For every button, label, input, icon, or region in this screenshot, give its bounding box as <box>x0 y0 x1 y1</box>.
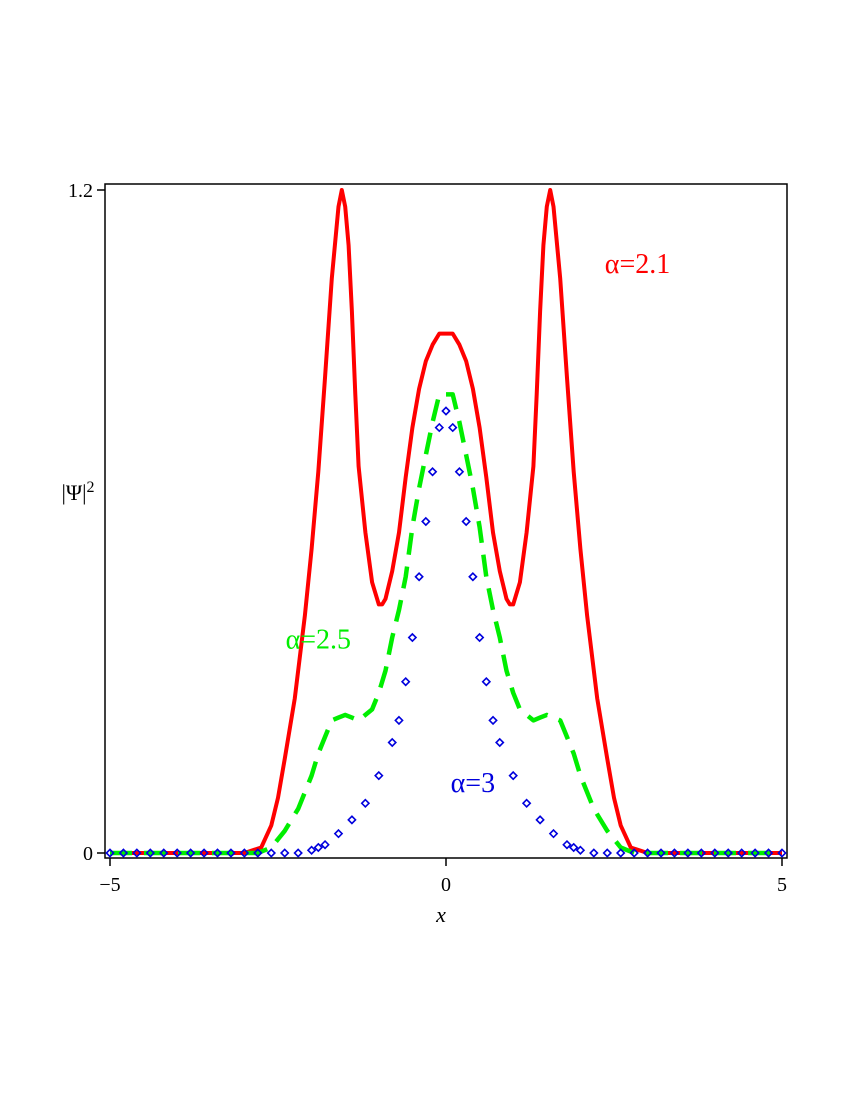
y-tick-label: 0 <box>83 843 93 865</box>
data-point <box>374 770 384 781</box>
x-tick-label: 0 <box>441 874 451 896</box>
series-alpha-2-1-line <box>110 188 782 855</box>
data-point <box>441 406 451 416</box>
data-point <box>508 770 518 781</box>
x-tick-label: 5 <box>777 874 787 896</box>
series-alpha-3-markers <box>105 406 787 858</box>
data-point <box>562 839 572 850</box>
data-point <box>239 848 250 858</box>
data-point <box>736 848 747 858</box>
data-point <box>434 422 445 433</box>
x-tick-label: −5 <box>99 874 120 896</box>
data-point <box>313 842 324 853</box>
series-label: α=3 <box>451 768 495 799</box>
data-point <box>212 848 223 858</box>
data-point <box>414 572 424 582</box>
y-tick-label: 1.2 <box>68 180 93 202</box>
data-point <box>447 422 458 433</box>
series-label: α=2.1 <box>605 249 670 280</box>
data-point <box>521 798 532 809</box>
plot-frame <box>104 183 788 859</box>
data-point <box>105 848 115 858</box>
data-point <box>427 467 438 477</box>
curves <box>105 188 787 858</box>
data-point <box>145 848 156 858</box>
data-point <box>159 848 169 858</box>
data-point <box>226 848 236 858</box>
data-point <box>535 815 545 825</box>
data-point <box>461 516 471 527</box>
data-point <box>750 848 760 858</box>
ticks: −5 0 5 0 1.2 <box>68 180 787 896</box>
data-point <box>172 848 182 858</box>
data-point <box>347 815 357 825</box>
data-point <box>656 848 666 858</box>
data-point <box>474 632 485 643</box>
data-point <box>199 848 209 858</box>
data-point <box>615 848 626 858</box>
y-axis-label-main: |Ψ| <box>61 480 86 505</box>
data-point <box>394 715 404 726</box>
data-point <box>360 798 371 809</box>
data-point <box>669 848 680 858</box>
data-point <box>683 848 693 858</box>
data-point <box>118 848 129 858</box>
data-point <box>548 828 559 839</box>
data-point <box>266 848 277 858</box>
data-point <box>642 848 653 858</box>
data-point <box>279 848 290 858</box>
data-point <box>407 632 418 643</box>
data-point <box>629 848 639 858</box>
data-point <box>333 828 344 839</box>
data-point <box>696 848 707 858</box>
data-point <box>481 676 492 687</box>
data-point <box>488 715 498 726</box>
data-point <box>132 848 142 858</box>
data-point <box>306 845 317 855</box>
data-point <box>468 572 478 582</box>
data-point <box>568 842 579 853</box>
data-point <box>575 845 586 855</box>
data-point <box>387 737 397 748</box>
data-point <box>495 737 505 748</box>
data-point <box>763 848 774 858</box>
series-labels: α=2.1 α=2.5 α=3 <box>286 249 671 799</box>
data-point <box>421 516 431 527</box>
data-point <box>710 848 720 858</box>
y-axis-label: |Ψ|2 <box>61 479 94 506</box>
data-point <box>589 848 599 858</box>
data-point <box>293 848 303 858</box>
data-point <box>454 467 465 477</box>
x-axis-label: x <box>435 902 446 927</box>
series-alpha-2-5-line <box>110 392 782 856</box>
y-axis-label-sup: 2 <box>87 479 95 496</box>
data-point <box>320 839 330 850</box>
data-point <box>400 676 411 687</box>
data-point <box>185 848 196 858</box>
series-label: α=2.5 <box>286 625 351 656</box>
data-point <box>777 848 787 858</box>
data-point <box>253 848 263 858</box>
data-point <box>602 848 613 858</box>
data-point <box>723 848 733 858</box>
